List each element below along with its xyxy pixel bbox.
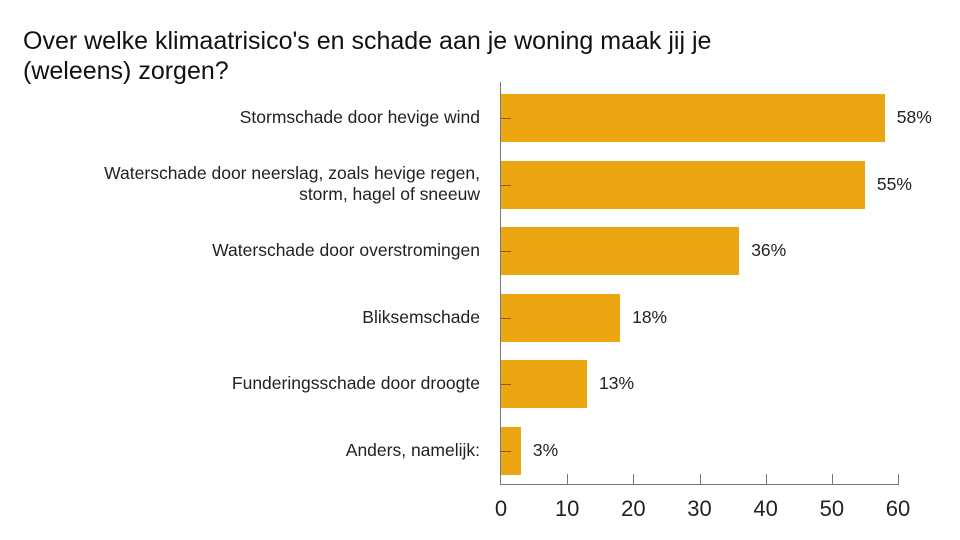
x-tick-label: 40 bbox=[753, 496, 778, 521]
category-label: Bliksemschade bbox=[362, 306, 480, 327]
bar bbox=[501, 94, 885, 142]
x-tick bbox=[831, 474, 833, 484]
value-label: 3% bbox=[532, 440, 559, 460]
x-tick bbox=[765, 474, 767, 484]
y-tick bbox=[501, 118, 511, 119]
y-tick bbox=[501, 251, 511, 252]
bar bbox=[501, 294, 621, 342]
y-tick bbox=[501, 185, 511, 186]
x-tick bbox=[898, 474, 899, 484]
x-tick bbox=[633, 474, 635, 484]
y-tick bbox=[501, 451, 511, 452]
x-tick-label: 10 bbox=[554, 496, 580, 521]
x-tick-label: 50 bbox=[819, 496, 845, 521]
value-label: 55% bbox=[876, 174, 912, 194]
x-tick bbox=[567, 474, 569, 484]
category-label: Waterschade door overstromingen bbox=[212, 239, 480, 260]
x-axis bbox=[500, 484, 899, 485]
x-tick-label: 30 bbox=[687, 496, 712, 521]
value-label: 58% bbox=[896, 107, 932, 127]
value-label: 18% bbox=[632, 307, 668, 327]
bar bbox=[501, 360, 588, 408]
category-label: Waterschade door neerslag, zoals hevige … bbox=[104, 163, 480, 204]
category-label: Funderingsschade door droogte bbox=[231, 372, 480, 393]
category-label: Stormschade door hevige wind bbox=[239, 106, 480, 127]
category-label: Anders, namelijk: bbox=[345, 439, 480, 460]
x-tick-label: 20 bbox=[621, 496, 646, 521]
value-label: 36% bbox=[751, 240, 787, 260]
y-tick bbox=[501, 318, 511, 319]
y-tick bbox=[501, 384, 511, 385]
bar bbox=[501, 227, 740, 275]
x-tick-label: 0 bbox=[494, 496, 508, 521]
x-tick bbox=[699, 474, 701, 484]
chart-title: Over welke klimaatrisico's en schade aan… bbox=[23, 27, 712, 85]
x-tick-label: 60 bbox=[885, 496, 911, 521]
value-label: 13% bbox=[599, 373, 635, 393]
bar bbox=[501, 161, 865, 209]
y-axis bbox=[500, 82, 501, 485]
